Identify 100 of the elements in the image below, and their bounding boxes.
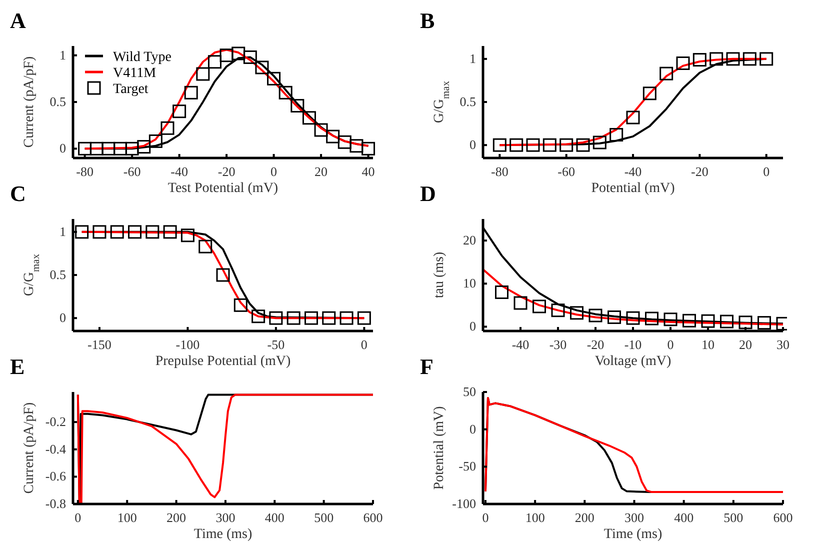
x-tick-label: -60 (558, 164, 576, 179)
point (286, 311, 300, 325)
point (510, 138, 524, 152)
point (726, 52, 740, 66)
x-tick-label: 20 (314, 164, 328, 179)
point (340, 311, 354, 325)
x-tick-label: 200 (166, 510, 186, 525)
point (322, 311, 336, 325)
x-axis-title: Prepulse Potential (mV) (155, 354, 291, 369)
legend-label: Wild Type (113, 50, 172, 65)
x-axis-title: Time (ms) (194, 527, 252, 542)
y-axis-title: Current (pA/pF) (22, 402, 37, 494)
x-tick-label: 300 (624, 510, 644, 525)
x-tick-label: 500 (724, 510, 744, 525)
y-axis-title: tau (ms) (432, 252, 447, 298)
point (146, 225, 160, 239)
point (78, 142, 92, 156)
y-tick-label: -0.4 (45, 441, 66, 456)
x-tick-label: -40 (624, 164, 642, 179)
x-tick-label: 600 (363, 510, 383, 525)
point (495, 285, 508, 299)
x-tick-label: -80 (490, 164, 508, 179)
point (551, 304, 565, 318)
point (90, 142, 104, 156)
y-tick-label: 0 (470, 421, 476, 436)
y-tick-label: 0 (470, 137, 476, 152)
point (626, 110, 640, 124)
x-tick-label: 0 (667, 337, 674, 352)
point (758, 316, 771, 330)
y-tick-label: 1 (60, 224, 66, 239)
x-tick-label: -20 (586, 337, 604, 352)
point (570, 306, 584, 320)
x-tick-label: 20 (739, 337, 752, 352)
point (198, 240, 212, 254)
point (302, 111, 316, 125)
x-tick-label: 0 (763, 164, 770, 179)
x-tick-label: 100 (525, 510, 545, 525)
x-tick-label: 100 (117, 510, 137, 525)
y-axis-title: Potential (mV) (432, 406, 447, 490)
point (526, 138, 540, 152)
point (701, 314, 715, 328)
point (560, 138, 574, 152)
point (645, 312, 658, 326)
chart-title: B (420, 8, 435, 33)
point (102, 142, 116, 156)
y-tick-label: 1 (470, 50, 476, 66)
point (742, 52, 756, 66)
x-tick-label: 400 (264, 510, 284, 525)
point (660, 66, 674, 80)
y-tick-label: 0 (60, 310, 66, 326)
line-series (76, 394, 374, 505)
point (269, 311, 283, 325)
point (196, 67, 210, 81)
point (290, 98, 304, 112)
point (642, 86, 656, 100)
point (252, 310, 266, 324)
x-axis-title: Potential (mV) (591, 181, 676, 196)
x-tick-label: 30 (776, 337, 790, 352)
point (338, 135, 352, 149)
x-axis-title: Voltage (mV) (594, 354, 672, 369)
point (220, 48, 234, 62)
point (588, 308, 602, 322)
point (608, 310, 621, 324)
point (357, 311, 371, 325)
point (180, 228, 194, 242)
legend-label: V411M (113, 66, 157, 81)
point (664, 312, 678, 326)
point (304, 311, 318, 325)
point (676, 56, 690, 70)
chart-title: C (10, 181, 26, 206)
point (208, 55, 222, 69)
x-tick-label: 0 (270, 164, 278, 179)
point (532, 300, 546, 314)
x-tick-label: 400 (674, 510, 694, 525)
point (610, 128, 624, 142)
point (160, 121, 174, 135)
point (362, 142, 376, 156)
point (172, 104, 186, 118)
x-tick-label: -150 (88, 337, 112, 352)
point (232, 46, 246, 60)
x-tick-label: 200 (574, 510, 594, 525)
legend-label: Target (113, 82, 148, 97)
point (113, 142, 127, 156)
x-tick-label: 0 (360, 337, 368, 352)
point (626, 311, 640, 325)
y-tick-label: -0.2 (45, 414, 66, 430)
point (326, 130, 340, 144)
x-tick-label: -60 (123, 164, 141, 179)
x-tick-label: -30 (549, 337, 567, 352)
point (75, 225, 89, 239)
point (234, 298, 248, 312)
x-tick-label: -20 (218, 164, 236, 179)
point (92, 225, 106, 239)
x-tick-label: 300 (216, 510, 236, 525)
point (592, 136, 606, 150)
point (148, 134, 162, 148)
x-tick-label: -100 (176, 337, 200, 352)
y-tick-label: -100 (452, 496, 476, 511)
point (720, 314, 734, 328)
y-tick-label: 10 (463, 276, 476, 291)
